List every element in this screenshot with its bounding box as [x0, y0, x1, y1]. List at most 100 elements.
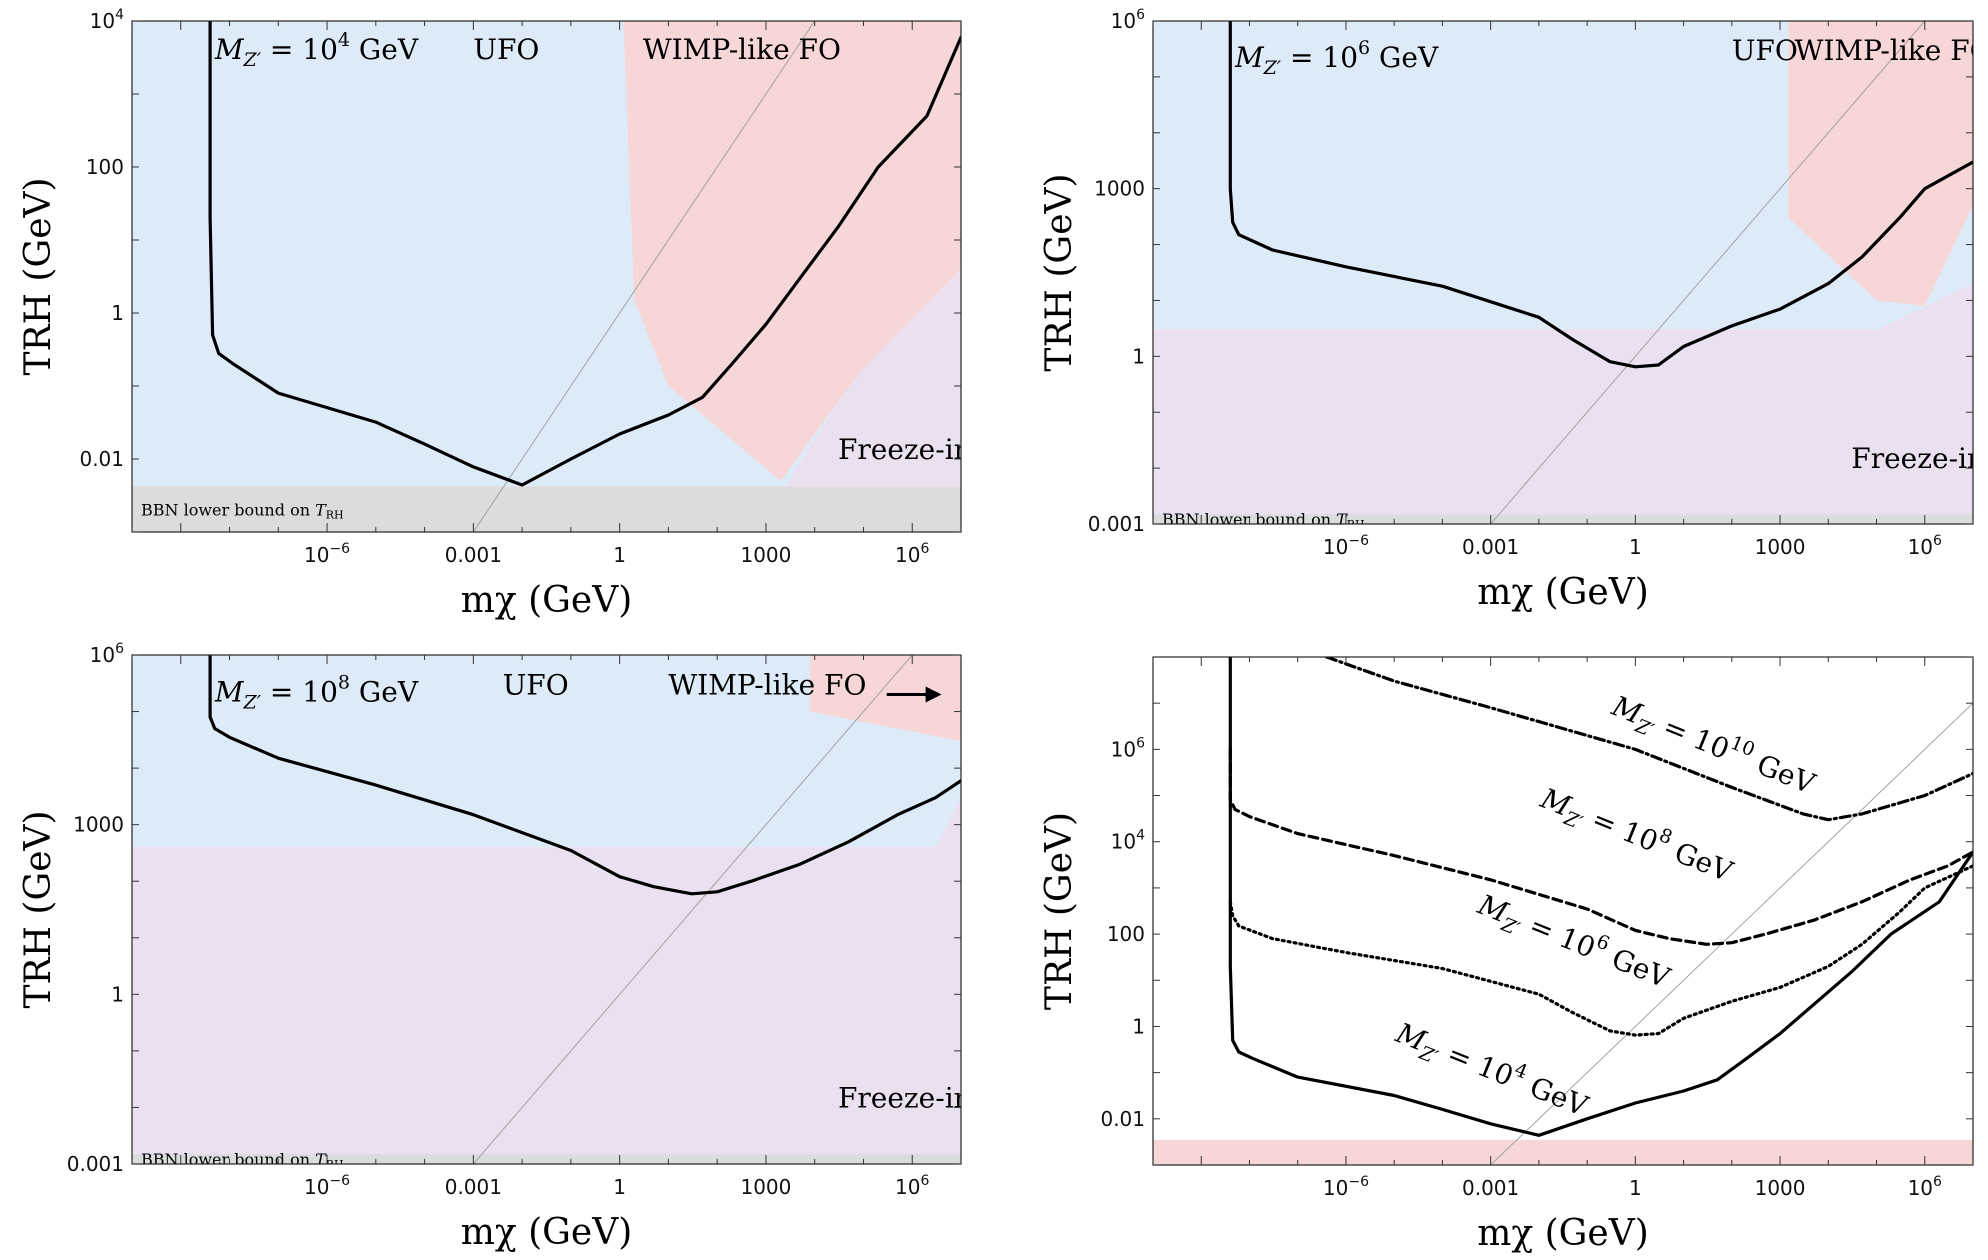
- x-tick-label: 1: [613, 1175, 626, 1199]
- y-tick-label: 106: [1111, 7, 1145, 33]
- x-tick-label: 10−6: [304, 541, 350, 567]
- region-wimp-like-fo: [1788, 21, 1973, 306]
- y-tick-label: 0.01: [79, 447, 124, 471]
- y-axis-label: TRH (GeV): [1039, 173, 1080, 371]
- tick-marks: [131, 20, 962, 533]
- x-axis-label: mχ (GeV): [461, 580, 633, 621]
- diagonal-reference-line: [472, 21, 816, 532]
- annotation-label: Freeze-in: [838, 433, 972, 466]
- series-line-dotted: [1228, 864, 1973, 1037]
- y-tick-label: 0.001: [67, 1152, 124, 1176]
- series-line-solid: [208, 21, 961, 487]
- mzp-label: MZ′ = 106 GeV: [1234, 37, 1439, 79]
- bbn-label: BBN lower bound on TRH: [141, 500, 344, 521]
- annotation-label: UFO: [473, 33, 539, 66]
- mzp-label: MZ′ = 108 GeV: [214, 672, 419, 714]
- x-tick-label: 10−6: [304, 1173, 350, 1199]
- region-wimp-like-fo: [810, 655, 961, 742]
- annotation-label: UFO: [503, 669, 569, 702]
- y-tick-label: 104: [1111, 828, 1145, 854]
- x-axis-label: mχ (GeV): [1477, 1213, 1649, 1254]
- plot-frame: [131, 654, 962, 1165]
- x-tick-label: 1000: [740, 543, 791, 567]
- plot-frame: [1152, 20, 1974, 525]
- y-tick-label: 1000: [73, 813, 124, 837]
- mzp-label: MZ′ = 104 GeV: [214, 29, 419, 71]
- arrow-head-icon: [925, 686, 942, 703]
- y-axis-label: TRH (GeV): [1039, 812, 1080, 1010]
- bbn-band: [1153, 514, 1973, 524]
- diagonal-reference-line: [1489, 702, 1973, 1165]
- y-tick-label: 1: [111, 301, 124, 325]
- annotation-label: WIMP-like FO: [643, 33, 841, 66]
- annotation-label: Freeze-in: [838, 1081, 972, 1114]
- x-tick-label: 1: [613, 543, 626, 567]
- bbn-label: BBN lower bound on TRH: [1162, 510, 1365, 531]
- x-tick-label: 106: [1908, 533, 1942, 559]
- y-tick-label: 1000: [1094, 177, 1145, 201]
- y-tick-label: 104: [90, 7, 124, 33]
- plot-area: BBN lower bound on TRH MZ′ = 106 GeV UFOWI…: [1153, 21, 1988, 531]
- y-tick-label: 0.001: [1088, 512, 1145, 536]
- series-line-solid: [1228, 657, 1973, 1137]
- plot-frame: [131, 20, 962, 533]
- y-tick-label: 1: [111, 982, 124, 1006]
- bbn-band: [1153, 1139, 1973, 1165]
- y-axis-label: TRH (GeV): [18, 810, 59, 1008]
- panel-mzp-1e4: BBN lower bound on TRH MZ′ = 104 GeV UFO WI…: [18, 7, 972, 621]
- y-axis-label: TRH (GeV): [18, 177, 59, 375]
- x-tick-label: 1000: [1755, 1176, 1806, 1200]
- y-tick-label: 100: [86, 155, 124, 179]
- bbn-band: [132, 486, 961, 532]
- x-tick-label: 0.001: [445, 543, 502, 567]
- series-line-dashed: [1228, 747, 1973, 946]
- diagonal-reference-line: [1490, 21, 1926, 524]
- x-tick-label: 1: [1629, 1176, 1642, 1200]
- x-tick-label: 10−6: [1323, 533, 1369, 559]
- bbn-label: BBN lower bound on TRH: [141, 1150, 344, 1171]
- plot-frame: [1152, 656, 1974, 1166]
- annotation-label: Freeze-in: [1851, 442, 1985, 475]
- x-tick-label: 1000: [740, 1175, 791, 1199]
- y-tick-label: 0.01: [1100, 1107, 1145, 1131]
- region-freeze-in: [1153, 283, 1973, 515]
- tick-marks: [131, 654, 962, 1165]
- tick-marks: [1152, 656, 1974, 1166]
- region-ufo: [1153, 21, 1973, 330]
- y-tick-label: 1: [1132, 344, 1145, 368]
- annotation-label: UFO: [1732, 34, 1798, 67]
- x-tick-label: 0.001: [445, 1175, 502, 1199]
- x-tick-label: 0.001: [1462, 535, 1519, 559]
- y-tick-label: 106: [90, 641, 124, 667]
- bbn-band: [132, 1154, 961, 1164]
- plot-area: BBN lower bound on TRH MZ′ = 108 GeV UFO WI…: [132, 655, 972, 1171]
- panel-mzp-1e8: BBN lower bound on TRH MZ′ = 108 GeV UFO WI…: [18, 641, 972, 1253]
- region-ufo: [132, 655, 961, 848]
- series-line-dashdot: [1325, 657, 1973, 822]
- region-wimp-like-fo: [623, 21, 961, 481]
- series-line-solid: [208, 655, 961, 896]
- region-freeze-in: [132, 797, 961, 1154]
- diagonal-reference-line: [472, 655, 913, 1164]
- x-axis-label: mχ (GeV): [1477, 572, 1649, 613]
- series-line-solid: [1228, 21, 1973, 369]
- y-tick-label: 100: [1107, 922, 1145, 946]
- tick-marks: [1152, 20, 1974, 525]
- y-tick-label: 106: [1111, 735, 1145, 761]
- x-tick-label: 106: [895, 1173, 929, 1199]
- x-tick-label: 0.001: [1462, 1176, 1519, 1200]
- x-tick-label: 106: [895, 541, 929, 567]
- x-tick-label: 1000: [1755, 535, 1806, 559]
- annotation-label: WIMP-like FO: [1795, 34, 1988, 67]
- plot-area: BBN lower bound on TRH MZ′ = 104 GeV UFO WI…: [132, 21, 972, 532]
- x-axis-label: mχ (GeV): [461, 1212, 633, 1253]
- panel-mzp-1e6: BBN lower bound on TRH MZ′ = 106 GeV UFOWI…: [1039, 7, 1988, 613]
- x-tick-label: 106: [1908, 1174, 1942, 1200]
- x-tick-label: 10−6: [1323, 1174, 1369, 1200]
- y-tick-label: 1: [1132, 1014, 1145, 1038]
- x-tick-label: 1: [1629, 535, 1642, 559]
- annotation-label: WIMP-like FO: [668, 669, 866, 702]
